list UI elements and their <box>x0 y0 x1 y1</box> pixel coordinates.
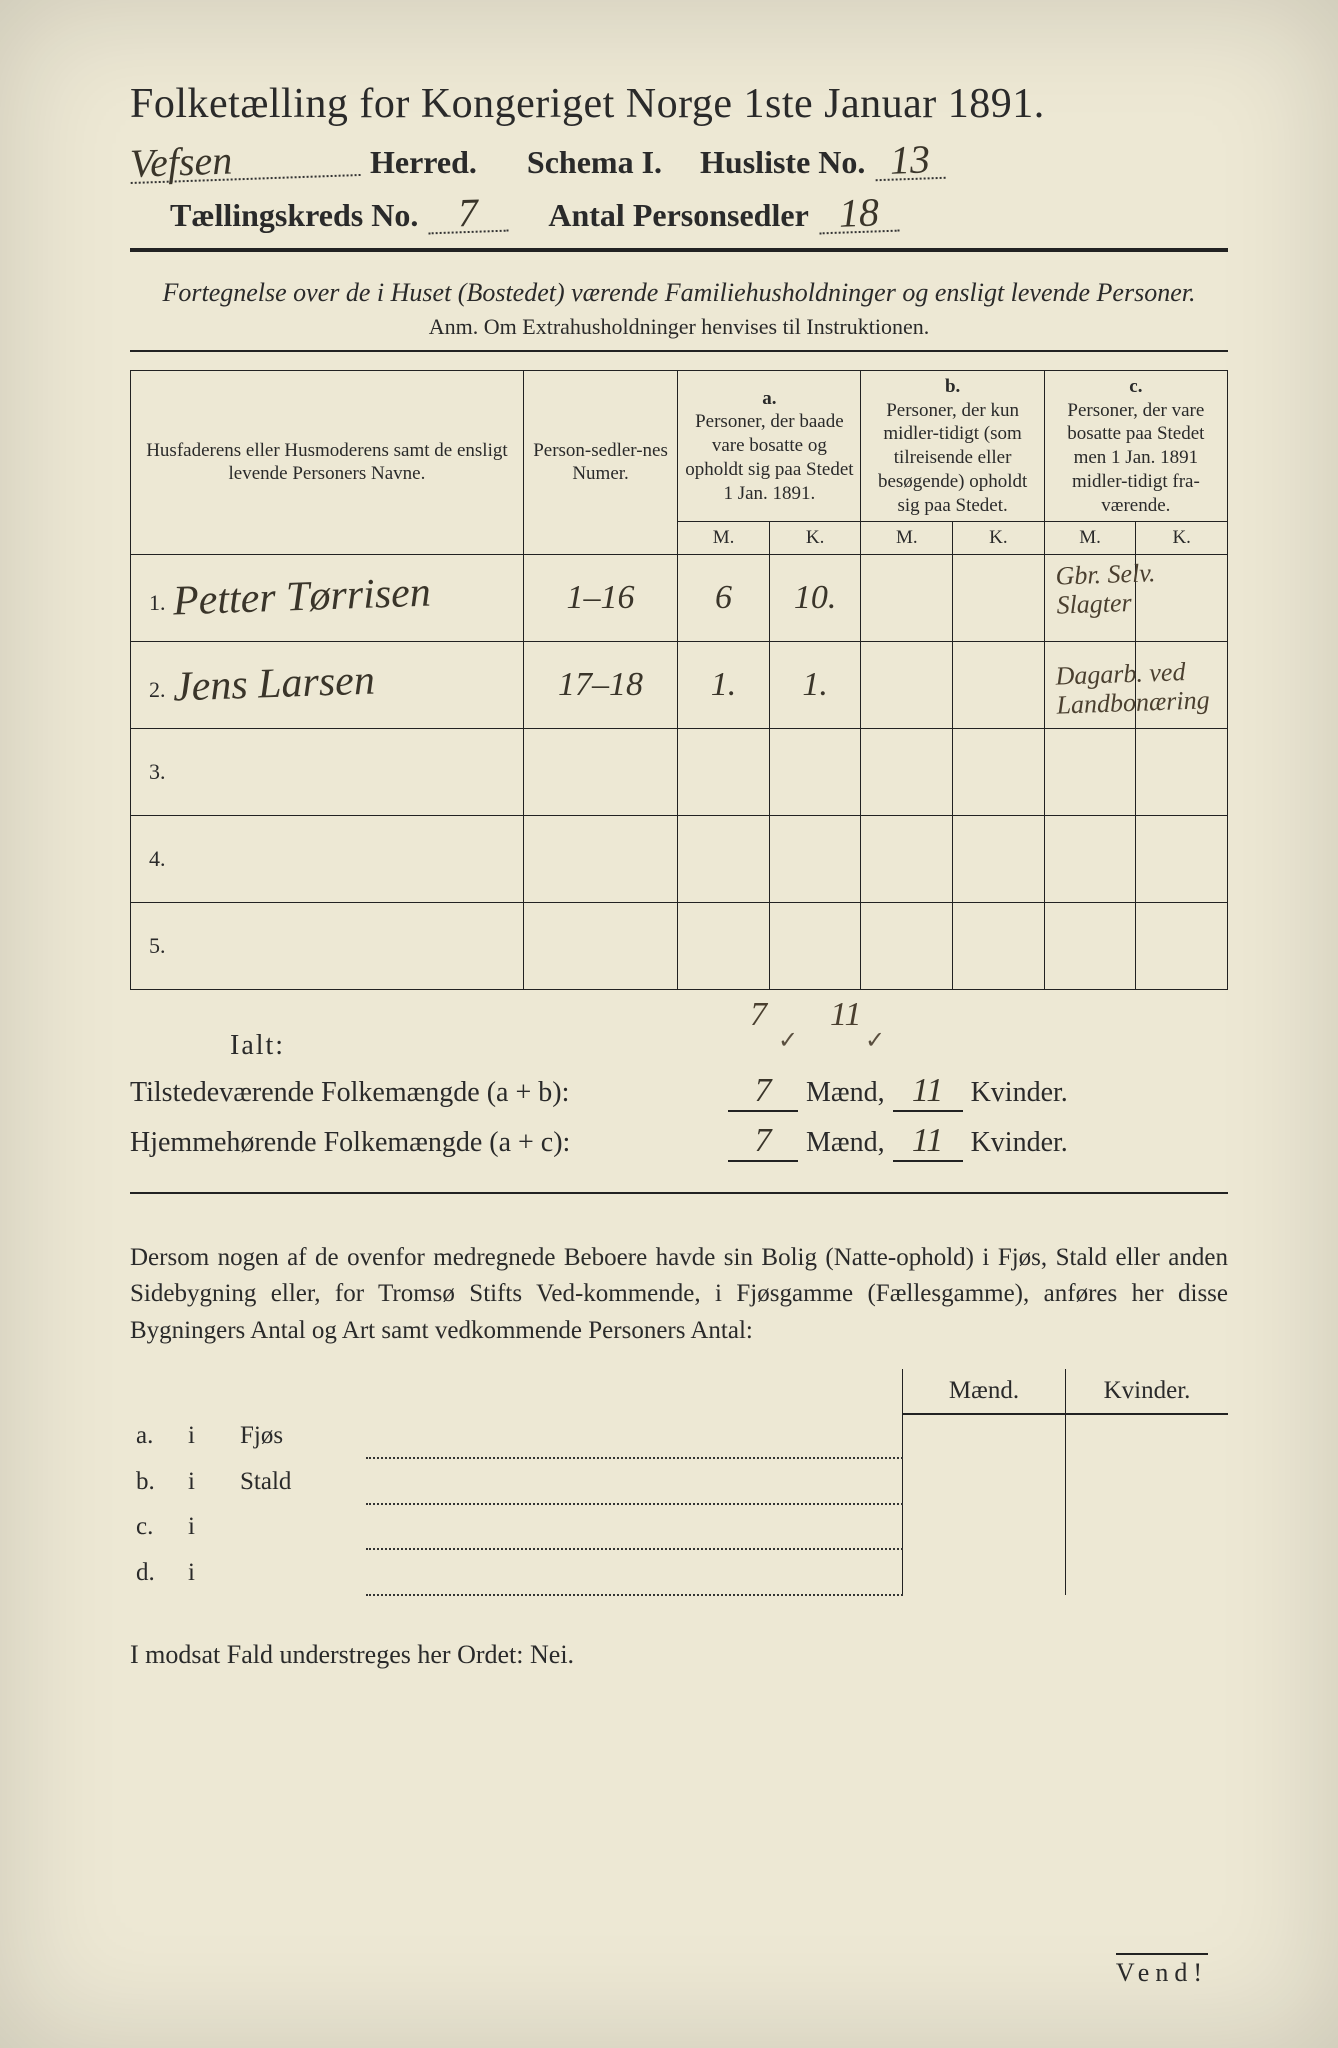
th-names: Husfaderens eller Husmoderens samt de en… <box>131 370 524 554</box>
kreds-label: Tællingskreds No. <box>170 197 418 234</box>
divider <box>130 350 1228 352</box>
page-title: Folketælling for Kongeriget Norge 1ste J… <box>130 80 1228 128</box>
census-form-page: Folketælling for Kongeriget Norge 1ste J… <box>0 0 1338 2048</box>
bot-name: Fjøs <box>234 1414 366 1459</box>
herred-value: Vefsen <box>129 138 360 184</box>
totals-block: 7 11 ✓ ✓ Ialt: Tilstedeværende Folkemæng… <box>130 1030 1228 1162</box>
margin-note: Dagarb. ved Landbonæring <box>1055 657 1207 719</box>
th-c-text: Personer, der vare bosatte paa Stedet me… <box>1051 399 1221 518</box>
husliste-label: Husliste No. <box>700 144 865 181</box>
th-b-text: Personer, der kun midler-tidigt (som til… <box>867 399 1037 518</box>
bot-name: Stald <box>234 1458 366 1504</box>
person-name: Jens Larsen <box>172 663 375 708</box>
bot-name <box>234 1504 366 1550</box>
cell-ak: 10. <box>794 579 837 616</box>
ialt-row-present: Tilstedeværende Folkemængde (a + b): 7 M… <box>130 1072 1228 1112</box>
th-b-label: b. <box>867 375 1037 399</box>
ialt-row-resident: Hjemmehørende Folkemængde (a + c): 7 Mæn… <box>130 1122 1228 1162</box>
row-number: 4. <box>141 846 173 872</box>
intro-text: Fortegnelse over de i Huset (Bostedet) v… <box>160 276 1198 310</box>
bot-a: a. <box>130 1414 182 1459</box>
th-b: b. Personer, der kun midler-tidigt (som … <box>861 370 1044 522</box>
check-icon: ✓ <box>865 1026 885 1055</box>
th-a: a. Personer, der baade vare bosatte og o… <box>678 370 861 522</box>
bot-row: b. i Stald <box>130 1458 1228 1504</box>
th-a-label: a. <box>684 387 854 411</box>
maend-label: Mænd, <box>806 1077 885 1109</box>
row2-label: Hjemmehørende Folkemængde (a + c): <box>130 1127 720 1159</box>
schema-label: Schema I. <box>527 144 662 181</box>
cell-am: 6 <box>715 579 732 616</box>
header-row-2: Tællingskreds No. 7 Antal Personsedler 1… <box>170 195 1228 234</box>
bot-i: i <box>182 1549 234 1595</box>
outbuilding-paragraph: Dersom nogen af de ovenfor medregnede Be… <box>130 1240 1228 1349</box>
th-m: M. <box>678 522 770 555</box>
outbuilding-table: Mænd. Kvinder. a. i Fjøs b. i Stald c. i… <box>130 1369 1228 1596</box>
row2-k: 11 <box>912 1122 943 1159</box>
husliste-value: 13 <box>875 141 946 181</box>
kreds-value: 7 <box>428 194 509 235</box>
th-numer: Person-sedler-nes Numer. <box>523 370 677 554</box>
bot-i: i <box>182 1504 234 1550</box>
row1-m: 7 <box>755 1072 772 1109</box>
divider <box>130 248 1228 252</box>
row1-k: 11 <box>912 1072 943 1109</box>
bot-maend: Mænd. <box>903 1369 1066 1414</box>
table-row: 3. <box>131 729 1228 816</box>
bot-row: a. i Fjøs <box>130 1414 1228 1459</box>
th-m: M. <box>861 522 953 555</box>
bot-i: i <box>182 1458 234 1504</box>
person-numer: 17–18 <box>558 666 643 703</box>
bot-a: d. <box>130 1549 182 1595</box>
row-number: 1. <box>141 590 173 616</box>
over-m: 7 <box>750 996 767 1034</box>
main-table-wrap: Husfaderens eller Husmoderens samt de en… <box>130 370 1228 990</box>
bot-a: b. <box>130 1458 182 1504</box>
th-k: K. <box>769 522 861 555</box>
person-name: Petter Tørrisen <box>172 575 431 622</box>
maend-label: Mænd, <box>806 1127 885 1159</box>
row-number: 2. <box>141 677 173 703</box>
header-row-1: Vefsen Herred. Schema I. Husliste No. 13 <box>130 142 1228 181</box>
bot-row: c. i <box>130 1504 1228 1550</box>
bot-kvinder: Kvinder. <box>1066 1369 1229 1414</box>
ialt-label: Ialt: <box>230 1030 1228 1062</box>
th-a-text: Personer, der baade vare bosatte og opho… <box>684 410 854 505</box>
bot-name <box>234 1549 366 1595</box>
cell-ak: 1. <box>802 666 828 703</box>
th-m: M. <box>1044 522 1136 555</box>
herred-label: Herred. <box>370 144 477 181</box>
th-k: K. <box>1136 522 1228 555</box>
bot-row: d. i <box>130 1549 1228 1595</box>
anm-text: Anm. Om Extrahusholdninger henvises til … <box>130 314 1228 340</box>
over-k: 11 <box>830 996 861 1034</box>
kvinder-label: Kvinder. <box>971 1077 1068 1109</box>
margin-note: Gbr. Selv. Slagter <box>1055 557 1207 619</box>
nei-line: I modsat Fald understreges her Ordet: Ne… <box>130 1640 1228 1670</box>
th-c-label: c. <box>1051 375 1221 399</box>
antal-value: 18 <box>818 194 899 235</box>
vend-label: Vend! <box>1116 1953 1208 1988</box>
row2-m: 7 <box>755 1122 772 1159</box>
divider <box>130 1192 1228 1194</box>
cell-am: 1. <box>711 666 737 703</box>
table-row: 5. <box>131 903 1228 990</box>
bot-i: i <box>182 1414 234 1459</box>
row1-label: Tilstedeværende Folkemængde (a + b): <box>130 1077 720 1109</box>
antal-label: Antal Personsedler <box>548 197 808 234</box>
table-row: 4. <box>131 816 1228 903</box>
check-icon: ✓ <box>778 1026 798 1055</box>
kvinder-label: Kvinder. <box>971 1127 1068 1159</box>
person-numer: 1–16 <box>567 579 635 616</box>
th-c: c. Personer, der vare bosatte paa Stedet… <box>1044 370 1227 522</box>
th-k: K. <box>953 522 1045 555</box>
row-number: 5. <box>141 933 173 959</box>
row-number: 3. <box>141 759 173 785</box>
bot-a: c. <box>130 1504 182 1550</box>
